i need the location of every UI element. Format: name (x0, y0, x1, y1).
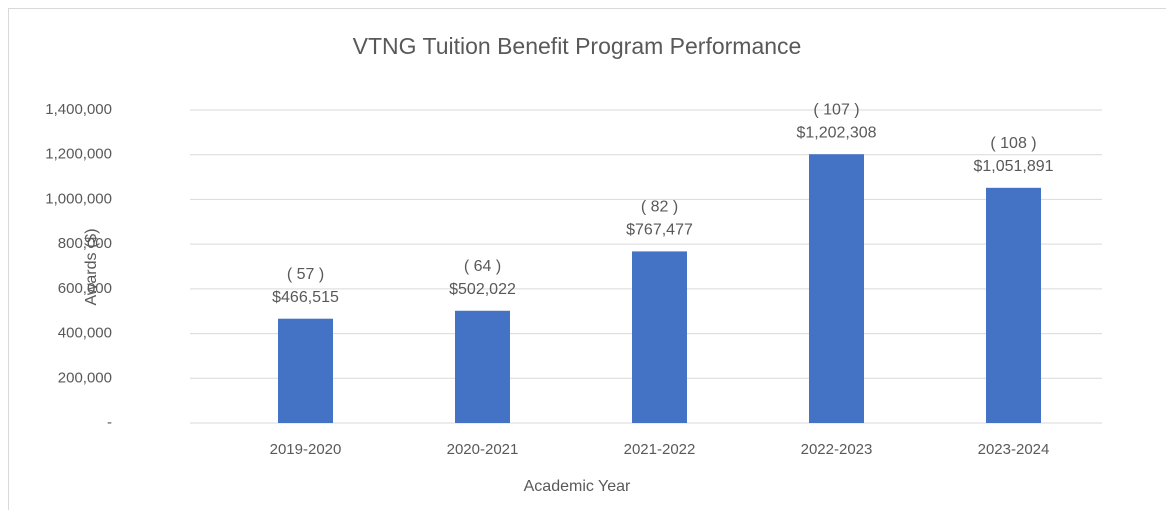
y-tick-label: 800,000 (58, 235, 112, 252)
chart-border (8, 8, 1166, 510)
y-tick-label: 1,000,000 (45, 190, 112, 207)
value-label: $502,022 (449, 281, 516, 298)
y-tick-label: 1,400,000 (45, 101, 112, 118)
bar (278, 318, 333, 423)
bar (809, 154, 864, 423)
count-label: ( 108 ) (990, 135, 1036, 152)
bar (632, 251, 687, 423)
x-tick-label: 2021-2022 (624, 441, 696, 458)
x-tick-label: 2023-2024 (978, 441, 1050, 458)
y-axis-label: Awards ($) (83, 228, 100, 305)
x-tick-label: 2019-2020 (270, 441, 342, 458)
x-tick-label: 2020-2021 (447, 441, 519, 458)
count-label: ( 107 ) (813, 101, 859, 118)
value-label: $1,202,308 (796, 124, 876, 141)
y-tick-label: 400,000 (58, 325, 112, 342)
bar (455, 310, 510, 423)
y-tick-label: 200,000 (58, 369, 112, 386)
y-tick-label: - (107, 414, 112, 431)
count-label: ( 57 ) (287, 266, 324, 283)
y-tick-label: 600,000 (58, 280, 112, 297)
bar (986, 187, 1041, 423)
x-axis-label: Academic Year (524, 478, 631, 495)
x-tick-label: 2022-2023 (801, 441, 873, 458)
count-label: ( 64 ) (464, 258, 501, 275)
value-label: $466,515 (272, 289, 339, 306)
chart-title: VTNG Tuition Benefit Program Performance (353, 33, 802, 59)
value-label: $1,051,891 (973, 158, 1053, 175)
y-tick-label: 1,200,000 (45, 146, 112, 163)
count-label: ( 82 ) (641, 199, 678, 216)
value-label: $767,477 (626, 222, 693, 239)
